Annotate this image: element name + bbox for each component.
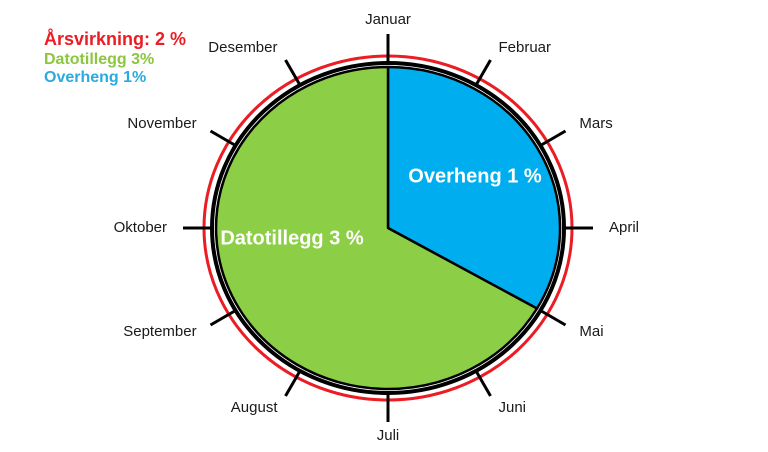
month-tick-juni [475, 371, 492, 397]
legend-item-datotillegg: Datotillegg 3% [44, 50, 186, 69]
month-label-juli: Juli [377, 427, 400, 444]
pie-slice-overheng [386, 65, 562, 310]
month-label-juni: Juni [499, 399, 527, 416]
month-label-mars: Mars [579, 115, 612, 132]
month-label-april: April [609, 219, 639, 236]
month-tick-august [284, 371, 301, 397]
legend: Årsvirkning: 2 % Datotillegg 3% Overheng… [44, 30, 186, 86]
pie-outline-ring [210, 61, 566, 395]
legend-item-overheng: Overheng 1% [44, 68, 186, 87]
pie-slice-datotillegg [214, 65, 539, 391]
month-tick-mai [540, 309, 567, 327]
month-label-november: November [127, 115, 196, 132]
month-tick-februar [475, 59, 492, 85]
month-label-januar: Januar [365, 11, 411, 28]
month-label-oktober: Oktober [114, 219, 167, 236]
month-tick-desember [284, 59, 301, 85]
legend-item-label: Årsvirkning: 2 % [44, 29, 187, 49]
month-tick-mars [540, 129, 567, 147]
slice-label-overheng: Overheng 1 % [408, 165, 542, 187]
legend-item-label: Datotillegg 3% [44, 50, 155, 68]
slice-label-datotillegg: Datotillegg 3 % [220, 227, 364, 249]
legend-item-arsvirkning: Årsvirkning: 2 % [44, 30, 186, 49]
month-label-september: September [123, 323, 196, 340]
month-tick-november [209, 129, 236, 147]
month-label-mai: Mai [579, 323, 603, 340]
month-tick-september [209, 309, 236, 327]
month-label-desember: Desember [208, 39, 277, 56]
legend-item-label: Overheng 1% [44, 68, 147, 86]
month-label-februar: Februar [499, 39, 552, 56]
month-label-august: August [231, 399, 279, 416]
